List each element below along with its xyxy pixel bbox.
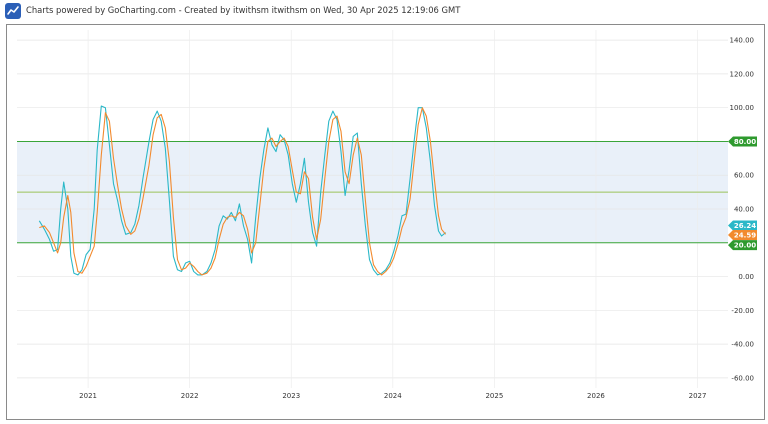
x-tick-label: 2026 <box>587 392 605 400</box>
x-tick-label: 2027 <box>689 392 707 400</box>
value-badge-label: 80.00 <box>734 138 756 146</box>
chart-frame <box>6 24 765 420</box>
attribution-text: Charts powered by GoCharting.com - Creat… <box>26 5 461 15</box>
series-line-2[interactable] <box>39 107 447 276</box>
y-tick-label: 60.00 <box>734 172 754 180</box>
value-badge: 26.24 <box>728 220 757 231</box>
y-tick-label: -40.00 <box>731 341 754 349</box>
y-tick-label: 40.00 <box>734 206 754 214</box>
x-tick-label: 2024 <box>384 392 402 400</box>
x-tick-label: 2021 <box>79 392 97 400</box>
value-badge: 80.00 <box>728 136 757 147</box>
x-tick-label: 2025 <box>485 392 503 400</box>
trend-line-icon[interactable] <box>5 3 21 19</box>
x-tick-label: 2023 <box>282 392 300 400</box>
y-tick-label: -60.00 <box>731 374 754 382</box>
chart-header: Charts powered by GoCharting.com - Creat… <box>0 0 768 22</box>
value-badge-label: 20.00 <box>734 242 756 250</box>
value-badge-shape <box>728 136 757 147</box>
y-tick-label: 100.00 <box>730 104 755 112</box>
y-tick-label: -20.00 <box>731 307 754 315</box>
y-tick-label: 120.00 <box>730 70 755 78</box>
value-badge-shape <box>728 240 757 251</box>
series-line-1[interactable] <box>38 105 446 276</box>
y-tick-label: 0.00 <box>738 273 754 281</box>
value-badge-shape <box>728 230 757 241</box>
y-tick-label: 140.00 <box>730 37 755 45</box>
value-badge-label: 24.59 <box>734 232 756 240</box>
value-badge-shape <box>728 220 757 231</box>
value-badge: 24.59 <box>728 230 757 241</box>
x-tick-label: 2022 <box>181 392 199 400</box>
value-badge: 20.00 <box>728 240 757 251</box>
value-badge-label: 26.24 <box>734 222 756 230</box>
